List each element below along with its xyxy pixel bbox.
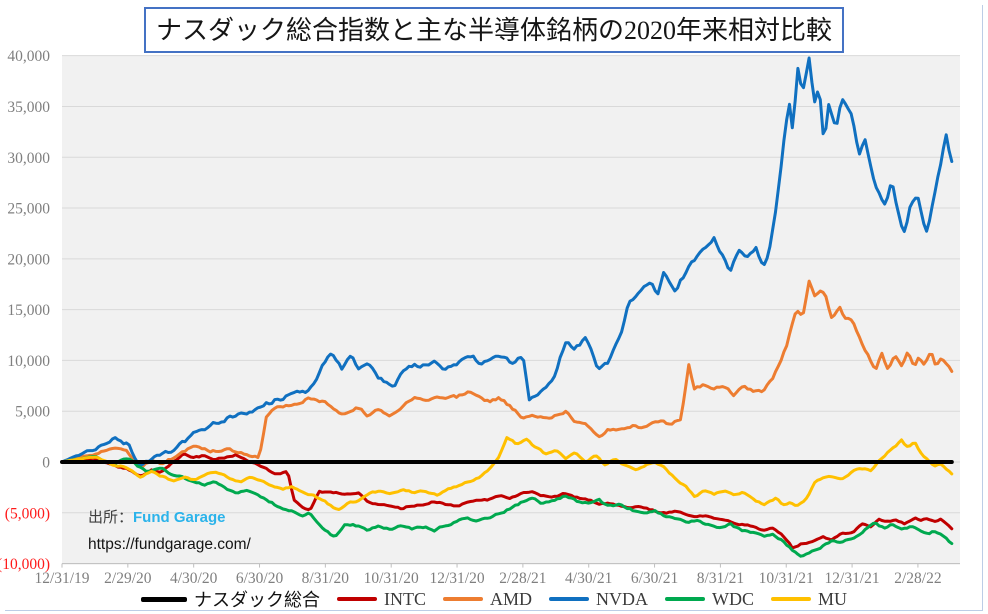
y-tick-label: 5,000 bbox=[15, 404, 50, 421]
x-tick-label: 2/29/20 bbox=[104, 570, 152, 587]
y-tick-label: 0 bbox=[42, 455, 50, 472]
y-tick-label: 25,000 bbox=[7, 201, 50, 218]
x-tick-label: 12/31/20 bbox=[429, 570, 484, 587]
legend-item-INTC: INTC bbox=[336, 588, 426, 610]
series-line-INTC bbox=[60, 452, 954, 550]
chart-title: ナスダック総合指数と主な半導体銘柄の2020年来相対比較 bbox=[143, 7, 845, 53]
frame-border-bottom bbox=[5, 610, 983, 611]
legend-swatch-INTC bbox=[336, 597, 377, 601]
legend-label-INTC: INTC bbox=[383, 588, 426, 609]
x-tick-label: 4/30/21 bbox=[565, 570, 612, 587]
chart-legend: ナスダック総合 INTC AMD NVDA WDC MU bbox=[0, 586, 988, 612]
y-tick-label: (10,000) bbox=[0, 556, 50, 573]
y-tick-label: 15,000 bbox=[7, 302, 50, 319]
legend-swatch-ナスダック総合 bbox=[140, 596, 187, 602]
x-tick-label: 12/31/21 bbox=[825, 570, 880, 587]
legend-label-AMD: AMD bbox=[489, 588, 532, 609]
series-line-NVDA bbox=[60, 56, 954, 467]
legend-item-AMD: AMD bbox=[442, 588, 532, 610]
x-tick-label: 2/28/22 bbox=[894, 570, 941, 587]
x-tick-label: 10/31/20 bbox=[364, 570, 419, 587]
x-tick-label: 4/30/20 bbox=[170, 570, 218, 587]
legend-item-ナスダック総合: ナスダック総合 bbox=[140, 586, 320, 612]
fundgarage-link[interactable]: Fund Garage bbox=[133, 509, 226, 526]
legend-label-WDC: WDC bbox=[712, 588, 754, 609]
series-lines bbox=[60, 56, 954, 558]
source-url: https://fundgarage.com/ bbox=[88, 536, 251, 553]
y-tick-label: 10,000 bbox=[7, 353, 50, 370]
x-tick-label: 10/31/21 bbox=[759, 570, 814, 587]
legend-swatch-MU bbox=[771, 597, 811, 601]
series-line-AMD bbox=[60, 279, 954, 469]
legend-item-MU: MU bbox=[771, 589, 847, 610]
x-tick-label: 6/30/21 bbox=[631, 570, 678, 587]
y-tick-label: 20,000 bbox=[7, 251, 50, 268]
y-axis-labels: (10,000) (5,000) 0 5,000 10,000 15,000 20,000 2… bbox=[0, 48, 50, 573]
x-tick-label: 6/30/20 bbox=[236, 570, 284, 587]
source-line: 出所：Fund Garage bbox=[88, 504, 251, 531]
x-tick-label: 8/31/20 bbox=[302, 570, 350, 587]
x-tick-label: 2/28/21 bbox=[499, 570, 546, 587]
legend-label-NVDA: NVDA bbox=[596, 588, 648, 609]
x-axis-labels: 12/31/19 2/29/20 4/30/20 6/30/20 8/31/20 10/3… bbox=[34, 563, 942, 587]
legend-swatch-AMD bbox=[442, 597, 483, 601]
x-tick-label: 12/31/19 bbox=[34, 570, 89, 587]
legend-swatch-NVDA bbox=[549, 597, 589, 601]
legend-item-WDC: WDC bbox=[665, 589, 754, 610]
y-tick-label: 40,000 bbox=[7, 48, 50, 65]
x-tick-label: 8/31/21 bbox=[697, 570, 744, 587]
legend-swatch-WDC bbox=[665, 597, 705, 601]
y-tick-label: (5,000) bbox=[5, 505, 50, 522]
source-label: 出所： bbox=[88, 509, 134, 526]
y-tick-label: 30,000 bbox=[7, 150, 50, 167]
source-annotation: 出所：Fund Garage https://fundgarage.com/ bbox=[88, 504, 251, 558]
frame-border-right bbox=[982, 5, 983, 611]
series-line-WDC bbox=[60, 455, 954, 558]
legend-item-NVDA: NVDA bbox=[549, 589, 648, 610]
y-tick-label: 35,000 bbox=[7, 99, 50, 116]
legend-label-ナスダック総合: ナスダック総合 bbox=[193, 590, 320, 610]
series-line-MU bbox=[60, 436, 954, 511]
legend-label-MU: MU bbox=[818, 588, 848, 609]
